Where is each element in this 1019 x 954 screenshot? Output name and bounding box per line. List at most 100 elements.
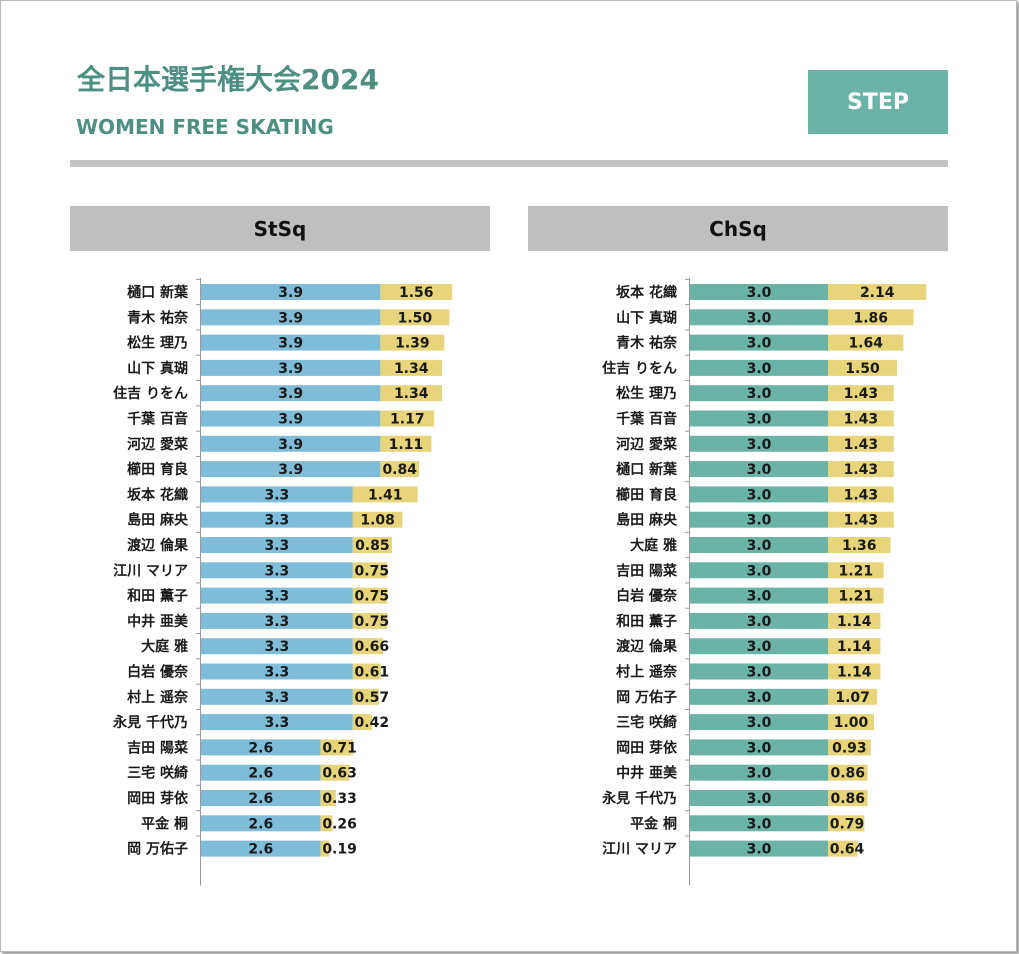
chsq-goe-label: 1.43 [844, 513, 879, 529]
chsq-base-bar [690, 612, 828, 629]
chsq-goe-bar [828, 840, 858, 857]
chsq-goe-label: 1.14 [837, 614, 872, 630]
stsq-base-label: 2.6 [248, 740, 273, 756]
stsq-chart: 樋口 新葉 3.9 1.56 青木 祐奈 3.9 1.50 松生 理乃 3.9 1.39 山下 真… [112, 278, 453, 886]
chsq-goe-bar [828, 511, 894, 528]
chsq-goe-label: 1.36 [842, 538, 877, 554]
stsq-goe-bar [320, 739, 354, 756]
chsq-category-label: 坂本 花織 [616, 284, 677, 301]
chsq-goe-bar [828, 815, 865, 832]
stsq-goe-label: 0.75 [355, 614, 390, 630]
stsq-goe-label: 1.34 [394, 386, 429, 402]
chsq-base-bar [690, 587, 828, 604]
stsq-goe-bar [380, 410, 435, 427]
chsq-chart: 坂本 花織 3.0 2.14 山下 真瑚 3.0 1.86 青木 祐奈 3.0 1.64 住吉 り… [601, 278, 927, 886]
stsq-goe-bar [352, 486, 418, 503]
chsq-goe-bar [828, 486, 894, 503]
stsq-base-bar [201, 359, 381, 376]
stsq-base-label: 3.9 [278, 336, 303, 352]
chsq-base-bar [690, 688, 828, 705]
chsq-category-label: 白岩 優奈 [616, 588, 678, 605]
page-title: 全日本選手権大会2024 [77, 63, 379, 96]
chsq-base-label: 3.0 [747, 437, 772, 453]
stsq-category-label: 山下 真瑚 [127, 360, 188, 377]
chsq-base-label: 3.0 [747, 336, 772, 352]
chsq-base-bar [690, 764, 828, 781]
chsq-base-label: 3.0 [747, 487, 772, 503]
chsq-base-bar [690, 309, 828, 326]
stsq-goe-label: 1.08 [360, 513, 395, 529]
chsq-goe-bar [828, 790, 868, 806]
chsq-goe-label: 2.14 [860, 285, 895, 301]
chsq-goe-bar [828, 612, 881, 629]
chsq-base-bar [690, 486, 828, 503]
stsq-category-label: 岡 万佑子 [127, 841, 188, 858]
stsq-base-label: 3.3 [264, 639, 289, 655]
stsq-goe-label: 0.61 [355, 665, 390, 681]
stsq-base-label: 2.6 [248, 816, 273, 832]
stsq-base-bar [201, 461, 381, 478]
chsq-category-label: 千葉 百音 [616, 411, 677, 428]
chsq-panel-title: ChSq [528, 206, 948, 251]
chsq-base-label: 3.0 [747, 766, 772, 782]
stsq-goe-bar [380, 385, 443, 402]
stsq-base-bar [201, 410, 381, 427]
stsq-base-bar [201, 435, 381, 452]
stsq-base-label: 3.3 [264, 513, 289, 529]
stsq-goe-label: 0.26 [322, 816, 357, 832]
chsq-goe-label: 0.64 [830, 842, 865, 858]
stsq-goe-bar [352, 612, 388, 629]
chsq-goe-bar [828, 385, 894, 402]
stsq-base-bar [201, 714, 353, 731]
stsq-base-bar [201, 537, 353, 553]
stsq-base-label: 3.3 [264, 715, 289, 731]
stsq-category-label: 永見 千代乃 [112, 714, 188, 731]
stsq-goe-label: 0.42 [355, 715, 390, 731]
chsq-base-label: 3.0 [747, 412, 772, 428]
stsq-base-bar [201, 612, 353, 629]
chsq-goe-label: 1.43 [844, 412, 879, 428]
chsq-category-label: 三宅 咲綺 [616, 714, 677, 731]
stsq-goe-label: 1.17 [390, 412, 425, 428]
stsq-base-bar [201, 284, 381, 300]
stsq-category-label: 三宅 咲綺 [127, 765, 188, 782]
stsq-goe-label: 1.39 [395, 336, 430, 352]
chsq-goe-label: 1.43 [844, 487, 879, 503]
chsq-category-label: 青木 祐奈 [616, 335, 678, 352]
chsq-base-label: 3.0 [747, 386, 772, 402]
chsq-base-bar [690, 815, 828, 832]
chsq-category-label: 島田 麻央 [616, 512, 678, 529]
chsq-goe-bar [828, 764, 868, 781]
stsq-category-label: 千葉 百音 [127, 411, 188, 428]
stsq-goe-label: 1.50 [398, 310, 433, 326]
stsq-goe-bar [320, 764, 350, 781]
stsq-goe-bar [352, 587, 388, 604]
chsq-goe-label: 1.00 [834, 715, 869, 731]
chsq-category-label: 岡 万佑子 [616, 689, 677, 706]
stsq-goe-label: 0.66 [355, 639, 390, 655]
chsq-category-label: 村上 遥奈 [616, 664, 678, 681]
stsq-category-label: 中井 亜美 [127, 613, 189, 630]
chsq-base-bar [690, 790, 828, 806]
stsq-base-label: 3.9 [278, 285, 303, 301]
stsq-goe-bar [380, 435, 432, 452]
stsq-base-label: 3.9 [278, 437, 303, 453]
chsq-base-bar [690, 385, 828, 402]
chsq-category-label: 吉田 陽菜 [616, 562, 678, 579]
chsq-category-label: 中井 亜美 [616, 765, 678, 782]
stsq-base-label: 3.3 [264, 538, 289, 554]
stsq-goe-bar [380, 334, 445, 351]
chsq-base-bar [690, 840, 828, 857]
chsq-base-label: 3.0 [747, 589, 772, 605]
stsq-category-label: 河辺 愛菜 [127, 436, 189, 453]
chsq-category-label: 河辺 愛菜 [616, 436, 678, 453]
chsq-base-label: 3.0 [747, 538, 772, 554]
chsq-category-label: 江川 マリア [602, 841, 677, 858]
stsq-category-label: 坂本 花織 [127, 486, 188, 503]
chsq-goe-bar [828, 663, 881, 680]
stsq-base-bar [201, 638, 353, 655]
chsq-goe-label: 0.86 [831, 766, 866, 782]
stsq-goe-bar [352, 537, 392, 553]
stsq-base-label: 2.6 [248, 791, 273, 807]
stsq-category-label: 樋口 新葉 [127, 284, 189, 301]
